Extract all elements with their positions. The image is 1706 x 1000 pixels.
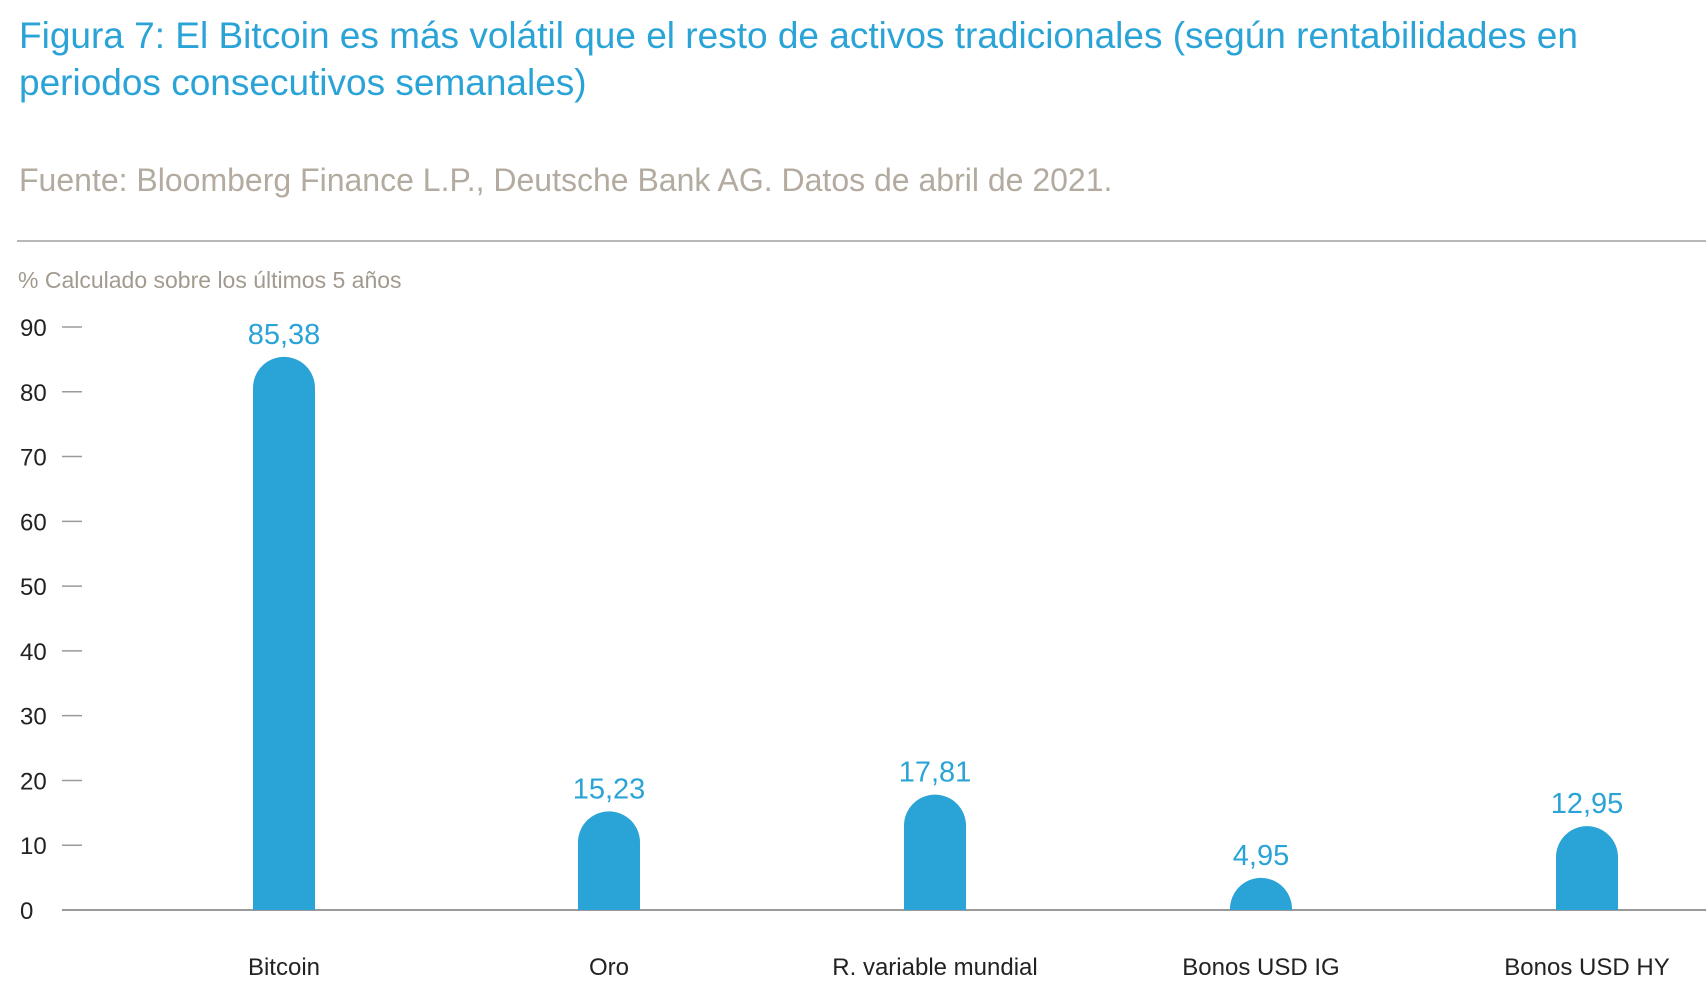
y-tick-label: 70 bbox=[20, 445, 47, 472]
bars-group bbox=[253, 356, 1618, 910]
bar-bitcoin bbox=[253, 356, 315, 910]
bar-oro bbox=[578, 811, 640, 910]
chart-source: Fuente: Bloomberg Finance L.P., Deutsche… bbox=[19, 162, 1113, 198]
data-label: 17,81 bbox=[899, 757, 972, 789]
data-label: 85,38 bbox=[248, 319, 321, 351]
value-labels-group: 85,38 15,23 17,81 4,95 12,95 bbox=[248, 319, 1624, 872]
bar-bonos-usd-ig bbox=[1230, 877, 1292, 910]
y-tick-label: 0 bbox=[20, 898, 33, 925]
y-axis-label: % Calculado sobre los últimos 5 años bbox=[18, 267, 402, 293]
y-tick-label: 90 bbox=[20, 315, 47, 342]
x-tick-label: Bonos USD HY bbox=[1504, 954, 1669, 981]
x-tick-label: R. variable mundial bbox=[832, 954, 1037, 981]
y-axis: 0 10 20 30 40 50 60 70 80 90 bbox=[20, 315, 82, 925]
bar-r-variable-mundial bbox=[904, 794, 966, 910]
bar-bonos-usd-hy bbox=[1556, 826, 1618, 910]
y-tick-label: 30 bbox=[20, 704, 47, 731]
x-tick-label: Bitcoin bbox=[248, 954, 320, 981]
category-labels-group: Bitcoin Oro R. variable mundial Bonos USD I… bbox=[248, 954, 1670, 981]
divider bbox=[17, 240, 1706, 242]
data-label: 12,95 bbox=[1551, 788, 1624, 820]
x-tick-label: Bonos USD IG bbox=[1182, 954, 1339, 981]
y-tick-label: 10 bbox=[20, 833, 47, 860]
chart-title: Figura 7: El Bitcoin es más volátil que … bbox=[19, 15, 1578, 103]
data-label: 4,95 bbox=[1233, 840, 1289, 872]
data-label: 15,23 bbox=[573, 773, 646, 805]
y-tick-label: 80 bbox=[20, 380, 47, 407]
y-tick-label: 50 bbox=[20, 574, 47, 601]
y-tick-label: 20 bbox=[20, 768, 47, 795]
y-tick-label: 60 bbox=[20, 509, 47, 536]
y-tick-label: 40 bbox=[20, 639, 47, 666]
x-tick-label: Oro bbox=[589, 954, 629, 981]
